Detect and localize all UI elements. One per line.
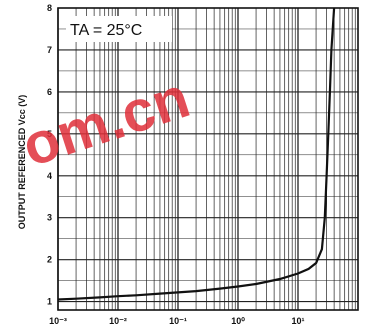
y-tick-label: 2 [47,255,52,265]
y-tick-label: 6 [47,87,52,97]
x-tick-label: 10¹ [291,316,304,326]
condition-label: TA = 25°C [70,22,142,39]
y-tick-label: 7 [47,45,52,55]
y-tick-label: 8 [47,3,52,13]
y-tick-label: 5 [47,129,52,139]
grid [57,7,358,310]
series-line [57,7,336,301]
plot-frame [57,7,359,311]
temperature-condition: TA = 25°C [66,16,172,42]
y-tick-label: 1 [47,297,52,307]
y-tick-label: 3 [47,213,52,223]
x-tick-labels: 10⁻³ 10⁻² 10⁻¹ 10⁰ 10¹ [49,316,304,326]
watermark: om.cn [15,65,198,180]
x-tick-label: 10⁰ [231,316,245,326]
x-tick-label: 10⁻³ [49,316,67,326]
x-tick-label: 10⁻¹ [169,316,187,326]
y-tick-label: 4 [47,171,52,181]
y-axis-label: OUTPUT REFERENCED Vcc (V) [17,95,27,230]
x-tick-label: 10⁻² [109,316,127,326]
y-tick-labels: 1 2 3 4 5 6 7 8 [47,3,52,307]
